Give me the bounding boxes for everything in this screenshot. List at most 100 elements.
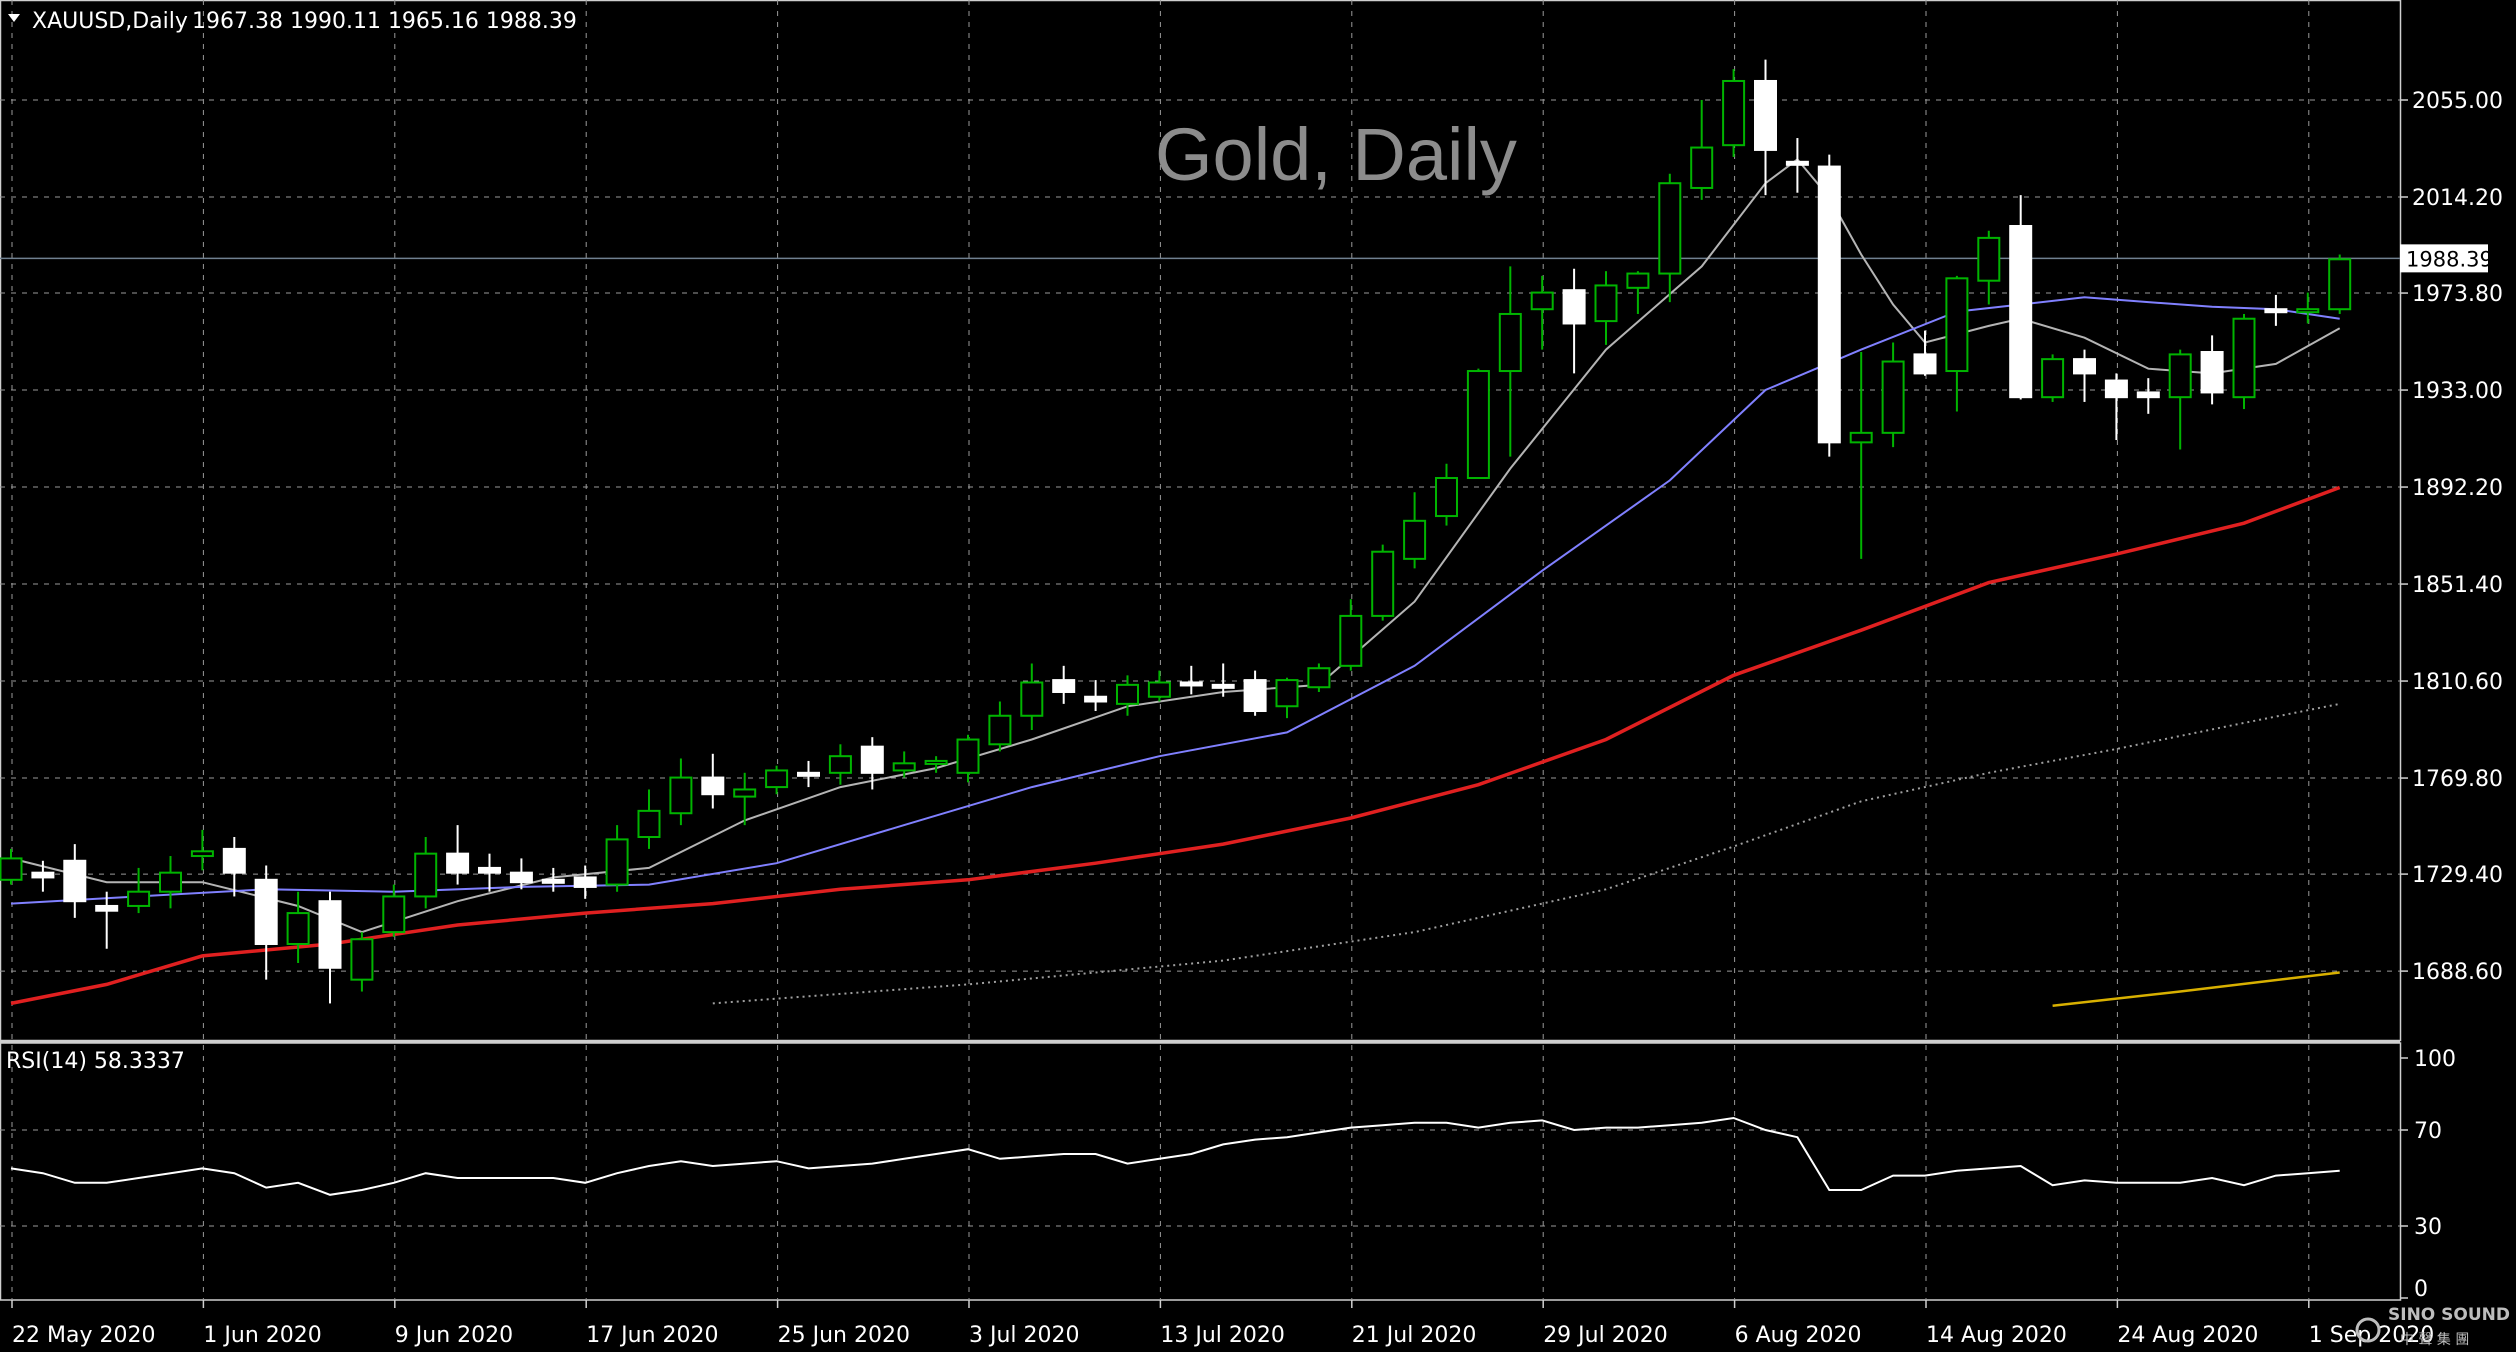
price-tick-label: 1851.40: [2412, 573, 2503, 598]
candle-body: [318, 900, 342, 969]
candle-body: [2296, 308, 2320, 314]
ohlc-values: 1967.38 1990.11 1965.16 1988.39: [192, 9, 577, 34]
candle-body: [2041, 358, 2065, 399]
candle: [2136, 378, 2160, 414]
candle: [1116, 675, 1139, 716]
candle: [2168, 349, 2192, 450]
candle: [1179, 665, 1203, 695]
candle: [765, 765, 789, 795]
ma-line-200: [2052, 971, 2340, 1008]
candle: [1977, 230, 2001, 305]
candle: [1626, 271, 1650, 314]
candle: [1690, 100, 1714, 200]
date-tick-label: 29 Jul 2020: [1543, 1323, 1668, 1348]
candle-body: [2200, 351, 2224, 394]
candle: [1052, 665, 1076, 704]
candle-body: [1116, 683, 1139, 705]
candle-body: [701, 776, 725, 796]
date-tick-label: 25 Jun 2020: [778, 1323, 910, 1348]
candle-body: [1243, 679, 1267, 713]
candle: [541, 867, 565, 892]
candle-body: [2073, 358, 2096, 375]
candle-body: [541, 878, 565, 884]
rsi-line: [10, 1116, 2340, 1196]
price-tick-label: 2055.00: [2412, 89, 2503, 114]
candle-body: [1626, 272, 1650, 289]
candle: [605, 825, 629, 892]
candle: [478, 853, 501, 892]
candle: [2264, 294, 2288, 326]
candle-body: [222, 847, 246, 874]
candle: [1722, 69, 1746, 158]
collapse-triangle-icon[interactable]: [8, 14, 20, 22]
symbol-label: XAUUSD,Daily: [32, 9, 188, 34]
candle: [797, 760, 820, 788]
candle: [701, 753, 725, 809]
candle: [1275, 677, 1299, 719]
candle-body: [2232, 317, 2256, 399]
grid: [0, 0, 2402, 1301]
candle-body: [1722, 79, 1746, 147]
candle: [924, 756, 948, 773]
candle-body: [605, 838, 629, 886]
candle-body: [31, 871, 55, 879]
watermark-title: Gold, Daily: [1155, 113, 1517, 196]
price-tick-label: 1688.60: [2412, 960, 2503, 985]
candle-body: [1084, 695, 1108, 703]
candle-body: [1179, 681, 1203, 687]
candle: [2328, 254, 2352, 314]
candle: [1307, 663, 1331, 692]
date-tick-label: 6 Aug 2020: [1735, 1323, 1862, 1348]
candle-body: [1466, 370, 1490, 480]
candle-body: [988, 714, 1012, 746]
date-tick-label: 1 Sep 2020: [2309, 1323, 2434, 1348]
price-tick-label: 1729.40: [2412, 863, 2503, 888]
sino-sound-logo: SINO SOUND 中 聲 集 團: [2355, 1305, 2510, 1348]
candle: [1020, 663, 1044, 731]
candle-body: [1977, 236, 2001, 282]
candle-body: [637, 809, 661, 839]
candle-body: [669, 776, 693, 815]
price-tick-label: 2014.20: [2412, 186, 2503, 211]
candle-body: [2264, 308, 2288, 314]
candle: [1435, 463, 1458, 526]
candle-body: [478, 866, 501, 874]
candle: [637, 789, 661, 849]
candle-body: [860, 745, 884, 774]
candle-body: [1052, 679, 1076, 693]
candle-body: [63, 859, 87, 903]
candle-body: [1690, 146, 1714, 189]
candle-body: [1817, 165, 1841, 444]
candle-body: [0, 857, 23, 881]
candle: [63, 844, 87, 918]
price-tick-label: 1892.20: [2412, 476, 2503, 501]
candle: [860, 737, 884, 790]
date-tick-label: 13 Jul 2020: [1160, 1323, 1285, 1348]
candle-body: [924, 759, 948, 765]
candle: [318, 891, 342, 1004]
candle-body: [1275, 679, 1299, 708]
candle-body: [828, 755, 852, 774]
candle: [127, 867, 151, 914]
candle-body: [765, 769, 789, 789]
price-tick-label: 1933.00: [2412, 379, 2503, 404]
candle: [159, 856, 182, 909]
current-price-tag: [2400, 244, 2488, 273]
candle-body: [254, 878, 278, 945]
candle-body: [159, 871, 182, 893]
date-tick-label: 17 Jun 2020: [586, 1323, 718, 1348]
candle-body: [1562, 289, 1586, 325]
candle-body: [1020, 681, 1044, 717]
candle: [2200, 335, 2224, 405]
candle-body: [1371, 550, 1395, 617]
candle: [988, 701, 1012, 752]
date-tick-label: 24 Aug 2020: [2117, 1323, 2258, 1348]
candle: [1243, 670, 1267, 716]
date-tick-label: 22 May 2020: [12, 1323, 155, 1348]
candle-body: [1658, 182, 1682, 275]
candle: [2009, 195, 2033, 400]
rsi-tick-label: 100: [2414, 1047, 2456, 1072]
candle-body: [733, 788, 757, 798]
candle: [2041, 354, 2065, 402]
candle: [573, 865, 597, 899]
